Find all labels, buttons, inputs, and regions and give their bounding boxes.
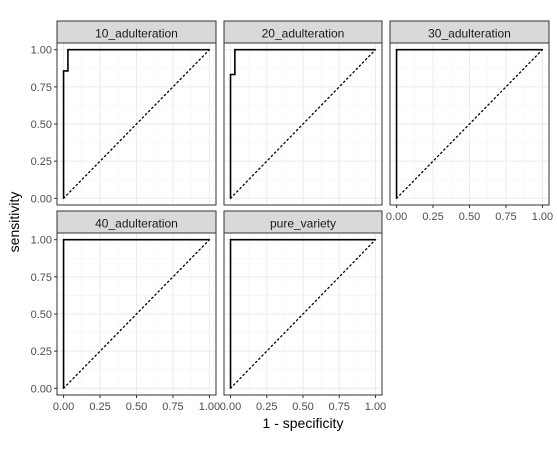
x-tick-label: 0.25 (89, 401, 110, 413)
panel-30_adulteration: 30_adulteration (389, 20, 550, 206)
panel-pure_variety: pure_variety (223, 210, 383, 396)
strip-background (56, 20, 217, 44)
axes-layer: 0.000.250.500.751.000.000.250.500.751.00… (31, 45, 554, 413)
x-tick-label: 1.00 (365, 401, 386, 413)
x-tick-label: 0.25 (422, 211, 443, 223)
strip-background (223, 210, 383, 234)
roc-curve (229, 238, 376, 389)
reference-diagonal (62, 49, 211, 199)
x-axis-title: 1 - specificity (263, 415, 344, 431)
y-axis-title: sensitivity (6, 192, 22, 253)
panel-title: 10_adulteration (95, 27, 178, 41)
x-tick-label: 0.00 (386, 211, 407, 223)
strip-background (389, 20, 550, 44)
x-tick-label: 0.50 (126, 401, 147, 413)
x-tick-label: 0.25 (256, 401, 277, 413)
panel-10_adulteration: 10_adulteration (56, 20, 217, 206)
y-tick-label: 0.75 (31, 272, 52, 284)
y-tick-label: 0.50 (31, 309, 52, 321)
x-tick-label: 0.75 (329, 401, 350, 413)
x-tick-label: 0.50 (459, 211, 480, 223)
panels-layer: 10_adulteration 20_adulteration 30_adulter… (56, 20, 550, 396)
y-tick-label: 1.00 (31, 235, 52, 247)
panel-title: 40_adulteration (95, 217, 178, 231)
reference-diagonal (62, 239, 211, 389)
x-tick-label: 0.75 (495, 211, 516, 223)
y-tick-label: 0.75 (31, 82, 52, 94)
panel-40_adulteration: 40_adulteration (56, 210, 217, 396)
x-tick-label: 0.75 (162, 401, 183, 413)
reference-diagonal (395, 49, 544, 199)
y-tick-label: 0.00 (31, 383, 52, 395)
x-tick-label: 1.00 (532, 211, 553, 223)
strip-background (56, 210, 217, 234)
x-tick-label: 1.00 (199, 401, 220, 413)
x-tick-label: 0.50 (292, 401, 313, 413)
panel-title: 20_adulteration (262, 27, 345, 41)
y-tick-label: 0.25 (31, 156, 52, 168)
y-tick-label: 0.00 (31, 193, 52, 205)
panel-title: 30_adulteration (428, 27, 511, 41)
y-tick-label: 0.25 (31, 346, 52, 358)
panel-20_adulteration: 20_adulteration (223, 20, 383, 206)
roc-curve (395, 48, 543, 199)
roc-curve (62, 48, 210, 199)
x-tick-label: 0.00 (53, 401, 74, 413)
reference-diagonal (229, 49, 377, 199)
panel-title: pure_variety (270, 217, 336, 231)
x-tick-label: 0.00 (220, 401, 241, 413)
reference-diagonal (229, 239, 377, 389)
roc-curve (229, 48, 376, 199)
y-tick-label: 0.50 (31, 119, 52, 131)
roc-curve (62, 238, 210, 389)
strip-background (223, 20, 383, 44)
y-tick-label: 1.00 (31, 45, 52, 57)
